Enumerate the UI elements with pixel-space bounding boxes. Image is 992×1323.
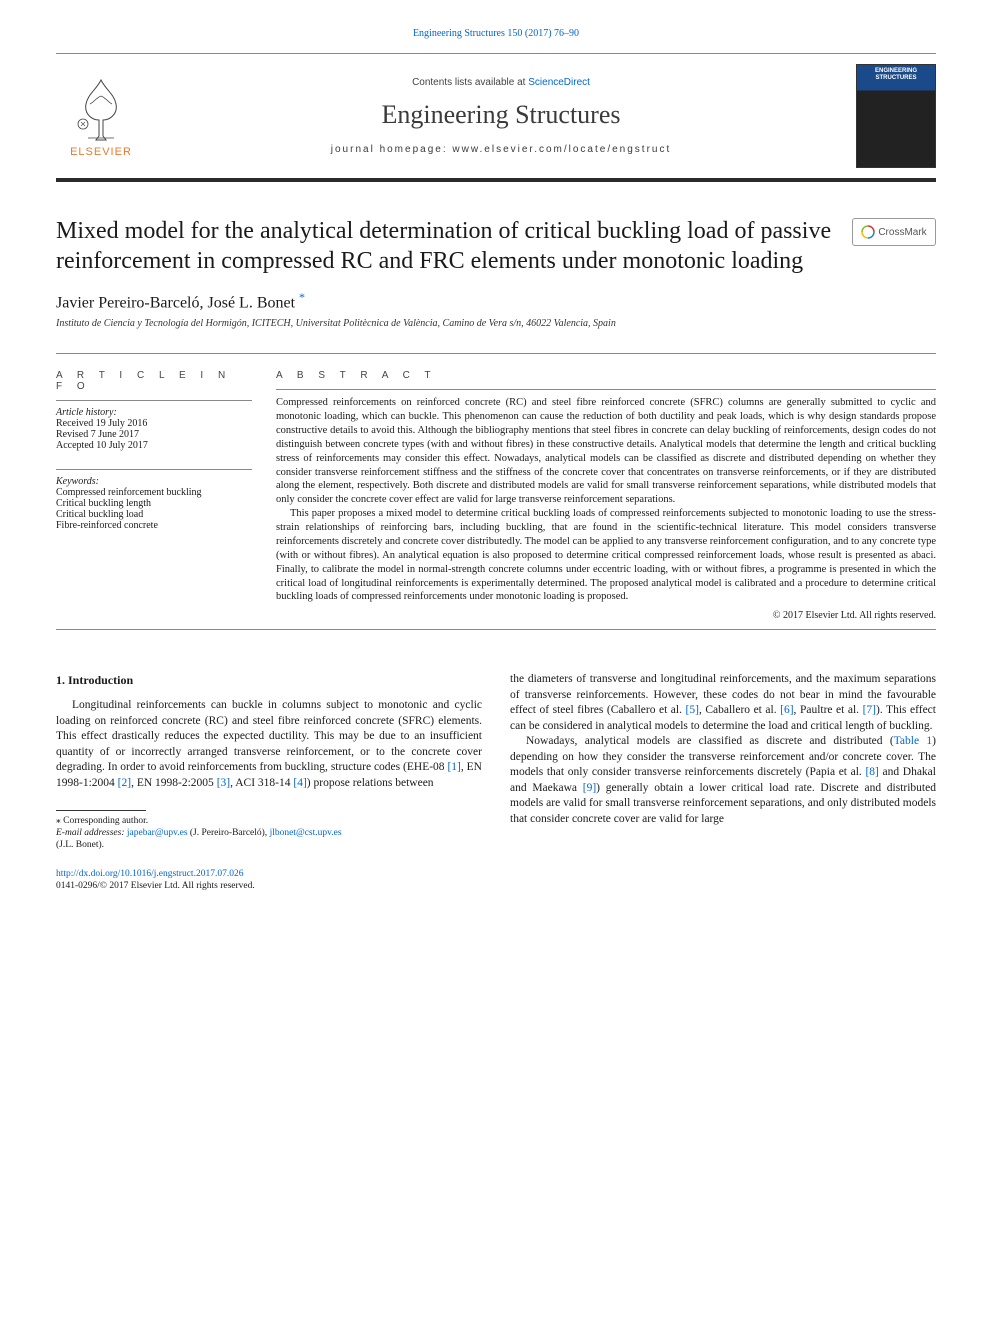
ref-6[interactable]: [6]	[780, 704, 793, 716]
contents-lists-line: Contents lists available at ScienceDirec…	[146, 77, 856, 88]
ref-4[interactable]: [4]	[293, 777, 306, 789]
article-info-column: A R T I C L E I N F O Article history: R…	[56, 370, 276, 621]
running-citation: Engineering Structures 150 (2017) 76–90	[0, 0, 992, 53]
history-received: Received 19 July 2016	[56, 418, 252, 429]
keyword-item: Fibre-reinforced concrete	[56, 520, 252, 531]
authors-names: Javier Pereiro-Barceló, José L. Bonet	[56, 294, 295, 311]
journal-header: ELSEVIER Contents lists available at Sci…	[56, 53, 936, 182]
crossmark-label: CrossMark	[878, 227, 926, 238]
journal-title: Engineering Structures	[146, 100, 856, 130]
body-col-left: 1. Introduction Longitudinal reinforceme…	[56, 672, 482, 851]
history-label: Article history:	[56, 407, 252, 418]
keyword-item: Critical buckling length	[56, 498, 252, 509]
rule-above-info	[56, 353, 936, 354]
elsevier-wordmark: ELSEVIER	[70, 146, 132, 158]
abstract-heading: A B S T R A C T	[276, 370, 936, 381]
ref-1[interactable]: [1]	[447, 761, 460, 773]
crossmark-badge[interactable]: CrossMark	[852, 218, 936, 246]
email-2[interactable]: jlbonet@cst.upv.es	[270, 828, 342, 838]
intro-para-col2a: the diameters of transverse and longitud…	[510, 672, 936, 734]
crossmark-icon	[861, 225, 875, 239]
ref-5[interactable]: [5]	[686, 704, 699, 716]
journal-homepage-line: journal homepage: www.elsevier.com/locat…	[146, 144, 856, 155]
article-title: Mixed model for the analytical determina…	[56, 216, 840, 276]
keyword-item: Compressed reinforcement buckling	[56, 487, 252, 498]
email-2-name: (J.L. Bonet).	[56, 839, 482, 851]
body-two-column: 1. Introduction Longitudinal reinforceme…	[56, 672, 936, 851]
abstract-text: Compressed reinforcements on reinforced …	[276, 396, 936, 604]
history-accepted: Accepted 10 July 2017	[56, 440, 252, 451]
ref-7[interactable]: [7]	[863, 704, 876, 716]
email-1-name: (J. Pereiro-Barceló),	[190, 828, 267, 838]
footnote-rule	[56, 810, 146, 811]
abstract-copyright: © 2017 Elsevier Ltd. All rights reserved…	[276, 610, 936, 621]
cover-title: ENGINEERING STRUCTURES	[857, 65, 935, 81]
keywords-label: Keywords:	[56, 476, 252, 487]
issn-copyright: 0141-0296/© 2017 Elsevier Ltd. All right…	[56, 880, 936, 892]
corr-author-line: ⁎ Corresponding author.	[56, 815, 482, 827]
body-col-right: the diameters of transverse and longitud…	[510, 672, 936, 851]
sciencedirect-link[interactable]: ScienceDirect	[528, 77, 590, 88]
elsevier-logo: ELSEVIER	[56, 66, 146, 166]
email-1[interactable]: japebar@upv.es	[127, 828, 188, 838]
ref-2[interactable]: [2]	[118, 777, 131, 789]
history-revised: Revised 7 June 2017	[56, 429, 252, 440]
homepage-prefix: journal homepage:	[331, 144, 453, 155]
emails-label: E-mail addresses:	[56, 828, 125, 838]
doi-link[interactable]: http://dx.doi.org/10.1016/j.engstruct.20…	[56, 868, 936, 880]
article-history: Article history: Received 19 July 2016 R…	[56, 400, 252, 451]
header-center: Contents lists available at ScienceDirec…	[146, 77, 856, 155]
journal-cover-thumbnail: ENGINEERING STRUCTURES	[856, 64, 936, 168]
keyword-item: Critical buckling load	[56, 509, 252, 520]
abstract-column: A B S T R A C T Compressed reinforcement…	[276, 370, 936, 621]
author-line: Javier Pereiro-Barceló, José L. Bonet *	[56, 290, 936, 312]
abstract-para-2: This paper proposes a mixed model to det…	[276, 507, 936, 604]
elsevier-tree-icon	[66, 74, 136, 144]
section-1-heading: 1. Introduction	[56, 672, 482, 688]
corresponding-author-marker[interactable]: *	[299, 290, 305, 304]
journal-homepage-url[interactable]: www.elsevier.com/locate/engstruct	[452, 144, 671, 155]
ref-3[interactable]: [3]	[217, 777, 230, 789]
abstract-para-1: Compressed reinforcements on reinforced …	[276, 396, 936, 507]
intro-para-col2b: Nowadays, analytical models are classifi…	[510, 734, 936, 827]
emails-line: E-mail addresses: japebar@upv.es (J. Per…	[56, 827, 482, 852]
affiliation: Instituto de Ciencia y Tecnología del Ho…	[56, 318, 936, 329]
contents-prefix: Contents lists available at	[412, 77, 528, 88]
rule-below-abstract	[56, 629, 936, 630]
ref-8[interactable]: [8]	[865, 766, 878, 778]
ref-9[interactable]: [9]	[583, 782, 596, 794]
table-1-ref[interactable]: Table 1	[894, 735, 932, 747]
footer-block: http://dx.doi.org/10.1016/j.engstruct.20…	[56, 868, 936, 893]
rule-above-abstract	[276, 389, 936, 390]
intro-para-col1: Longitudinal reinforcements can buckle i…	[56, 698, 482, 791]
article-info-heading: A R T I C L E I N F O	[56, 370, 252, 392]
corresponding-author-footnote: ⁎ Corresponding author. E-mail addresses…	[56, 815, 482, 852]
keywords-block: Keywords: Compressed reinforcement buckl…	[56, 469, 252, 531]
